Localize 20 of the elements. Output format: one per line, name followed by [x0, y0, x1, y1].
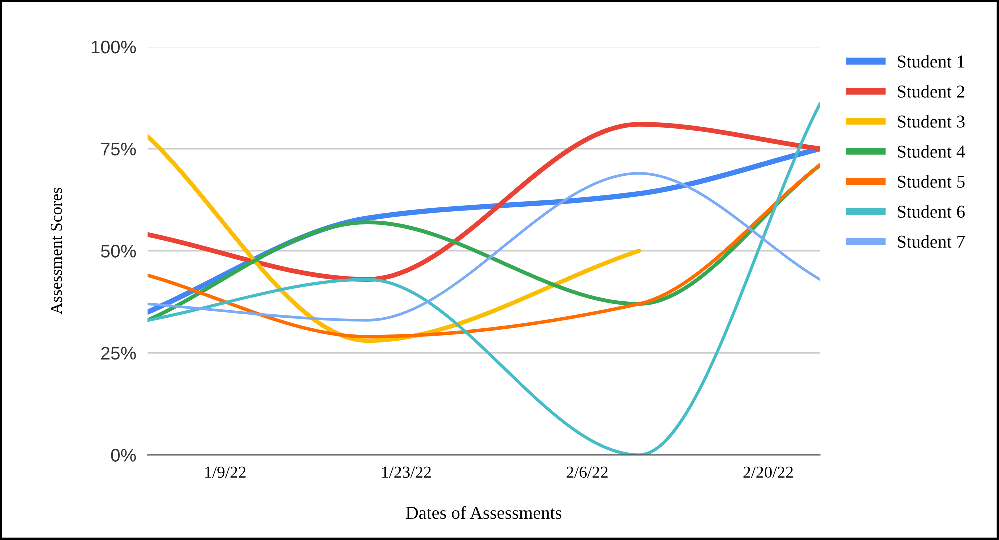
- y-tick-label: 75%: [102, 143, 136, 156]
- line-series: [148, 102, 820, 456]
- x-tick-label: 1/23/22: [382, 466, 431, 478]
- y-tick-label: 25%: [102, 347, 136, 360]
- legend-label: Student 3: [898, 115, 965, 128]
- y-tick-label: 100%: [92, 40, 136, 54]
- y-axis-title: Assessment Scores: [50, 188, 62, 315]
- x-tick-label: 2/20/22: [744, 466, 794, 478]
- legend-label: Student 7: [898, 235, 966, 248]
- legend-label: Student 1: [898, 55, 964, 68]
- legend-label: Student 2: [898, 85, 965, 98]
- legend-label: Student 5: [898, 175, 965, 188]
- x-tick-label: 1/9/22: [206, 466, 246, 478]
- x-tick-label: 2/6/22: [566, 466, 608, 478]
- y-tick-label: 0%: [111, 449, 136, 462]
- legend-label: Student 4: [898, 145, 966, 158]
- x-axis-title: Dates of Assessments: [406, 506, 562, 520]
- legend-label: Student 6: [898, 205, 965, 218]
- y-tick-label: 50%: [101, 245, 136, 258]
- line-series: [148, 122, 820, 282]
